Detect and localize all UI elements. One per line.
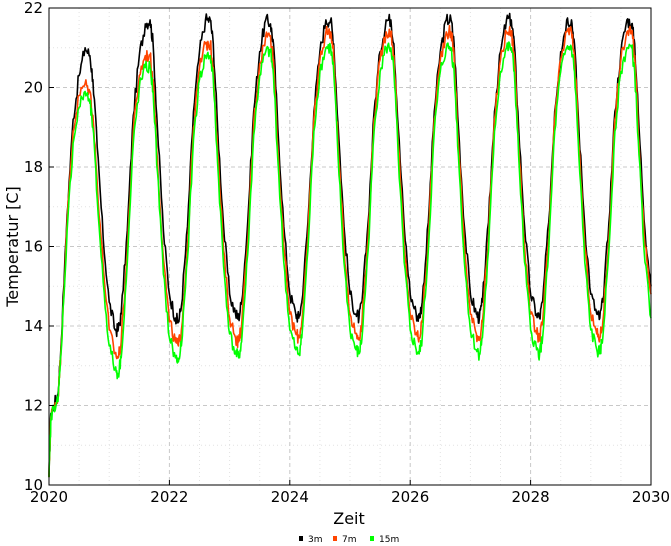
legend-swatch-3m xyxy=(299,536,303,541)
y-axis-title: Temperatur [C] xyxy=(3,186,22,308)
x-tick-label: 2030 xyxy=(632,488,670,506)
legend: 3m 7m 15m xyxy=(299,535,399,545)
legend-label-3m: 3m xyxy=(308,535,323,545)
grid xyxy=(49,8,651,485)
y-tick-label: 10 xyxy=(24,476,43,494)
y-tick-label: 12 xyxy=(24,397,43,415)
legend-label-7m: 7m xyxy=(342,535,357,545)
y-tick-label: 16 xyxy=(24,238,43,256)
x-axis-title: Zeit xyxy=(333,509,365,528)
x-tick-label: 2020 xyxy=(30,488,68,506)
y-tick-label: 22 xyxy=(24,0,43,17)
x-tick-label: 2026 xyxy=(391,488,429,506)
legend-swatch-15m xyxy=(370,536,374,541)
y-tick-label: 14 xyxy=(24,317,43,335)
series-group xyxy=(48,12,652,478)
x-tick-label: 2024 xyxy=(271,488,309,506)
series-line-15m xyxy=(48,41,652,478)
legend-swatch-7m xyxy=(333,536,337,541)
x-tick-label: 2022 xyxy=(150,488,188,506)
x-tick-label: 2028 xyxy=(512,488,550,506)
y-tick-label: 18 xyxy=(24,158,43,176)
series-line-3m xyxy=(48,12,652,478)
y-tick-label: 20 xyxy=(24,79,43,97)
legend-label-15m: 15m xyxy=(379,535,399,545)
